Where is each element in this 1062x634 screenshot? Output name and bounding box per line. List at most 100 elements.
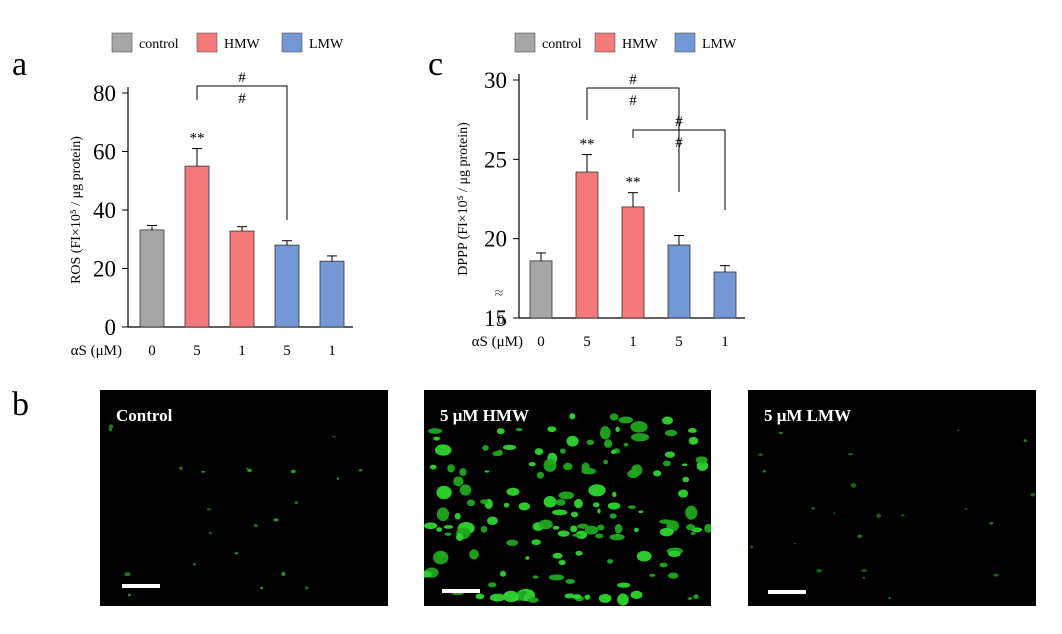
fluorescence-dot xyxy=(499,570,507,577)
scale-bar xyxy=(768,590,806,594)
fluorescence-dot xyxy=(358,469,363,472)
fluorescence-dot xyxy=(664,451,675,458)
legend-label-control: control xyxy=(139,37,179,52)
fluorescence-dot xyxy=(681,463,688,467)
fluorescence-dot xyxy=(630,421,648,433)
fluorescence-dot xyxy=(850,483,857,488)
bar-hmw-1 xyxy=(575,171,599,319)
y-tick-label: 80 xyxy=(93,81,116,106)
fluorescence-dot xyxy=(281,571,286,576)
fluorescence-dot xyxy=(623,442,629,447)
fluorescence-dot xyxy=(484,470,490,473)
fluorescence-dot xyxy=(649,573,656,577)
fluorescence-dot xyxy=(778,431,784,435)
y-tick-label: 20 xyxy=(93,257,116,282)
green-fluorescence-dots xyxy=(108,424,363,597)
fluorescence-dot xyxy=(558,559,566,566)
fluorescence-dot xyxy=(599,426,611,440)
fluorescence-dot xyxy=(592,502,600,508)
fluorescence-dot xyxy=(603,459,608,465)
x-axis-label: αS (μM) xyxy=(71,343,122,359)
fluorescence-dot xyxy=(659,527,674,537)
fluorescence-dot xyxy=(482,444,489,451)
fluorescence-dot xyxy=(630,590,643,599)
fluorescence-dot xyxy=(888,596,892,600)
micrograph-label: Control xyxy=(116,406,173,425)
fluorescence-dot xyxy=(565,579,576,585)
y-tick-label: 0 xyxy=(105,315,117,340)
fluorescence-dot xyxy=(207,508,211,511)
fluorescence-dot xyxy=(234,552,239,555)
fluorescence-dot xyxy=(563,462,573,471)
fluorescence-dot xyxy=(557,530,570,537)
fluorescence-dot xyxy=(528,462,536,467)
fluorescence-dot xyxy=(566,435,579,447)
fluorescence-dot xyxy=(294,500,298,505)
fluorescence-dot xyxy=(630,433,650,442)
fluorescence-dot xyxy=(543,496,557,508)
fluorescence-dot xyxy=(833,512,836,514)
fluorescence-dot xyxy=(609,533,625,541)
fluorescence-dot xyxy=(574,498,583,509)
fluorescence-dot xyxy=(253,524,258,528)
bar-lmw-3 xyxy=(667,244,691,319)
bar-control-0 xyxy=(529,260,553,319)
fluorescence-dot xyxy=(584,594,591,600)
fluorescence-dot xyxy=(503,502,510,508)
fluorescence-dot xyxy=(584,525,599,535)
fluorescence-dot xyxy=(454,513,461,520)
bar-hmw-1 xyxy=(184,165,210,328)
fluorescence-dot xyxy=(636,550,652,562)
fluorescence-dot xyxy=(434,444,452,456)
y-tick-label: 60 xyxy=(93,140,116,165)
fluorescence-dot xyxy=(503,590,519,603)
micrograph-label: 5 μM HMW xyxy=(440,406,529,425)
x-tick-label: 1 xyxy=(721,334,729,350)
fluorescence-dot xyxy=(572,533,581,537)
chart-a-ros: control HMW LMW 0 20 40 60 80 ROS (FI×10⁵ / μg p… xyxy=(69,32,353,359)
fluorescence-dot xyxy=(1023,439,1027,443)
fluorescence-dot xyxy=(570,525,578,533)
micrograph-control: Control xyxy=(100,390,388,606)
x-tick-label: 5 xyxy=(283,343,291,359)
fluorescence-dot xyxy=(794,543,797,545)
fluorescence-dot xyxy=(444,532,452,536)
fluorescence-dot xyxy=(260,586,264,590)
fluorescence-dot xyxy=(466,499,476,507)
fluorescence-dot xyxy=(607,502,621,510)
fluorescence-dot xyxy=(606,559,614,564)
fluorescence-dot xyxy=(704,523,711,533)
green-fluorescence-dots xyxy=(424,413,711,606)
fluorescence-dot xyxy=(688,436,699,445)
fluorescence-dot xyxy=(552,525,560,530)
fluorescence-dot xyxy=(480,499,489,504)
fluorescence-dot xyxy=(638,510,644,514)
fluorescence-dot xyxy=(488,582,497,588)
fluorescence-dot xyxy=(443,525,454,529)
fluorescence-dot xyxy=(543,458,557,472)
x-tick-label: 1 xyxy=(328,343,336,359)
fluorescence-dot xyxy=(496,428,505,435)
y-axis-label: ROS (FI×10⁵ / μg protein) xyxy=(69,136,84,284)
fluorescence-dot xyxy=(192,563,196,566)
fluorescence-dot xyxy=(662,460,671,467)
fluorescence-dot xyxy=(678,489,689,498)
micrograph-label: 5 μM LMW xyxy=(764,406,852,425)
significance-bracket xyxy=(196,85,288,220)
legend-label-hmw: HMW xyxy=(224,37,261,52)
legend-label-control: control xyxy=(542,37,582,52)
bar-hmw-2 xyxy=(621,206,645,319)
fluorescence-dot xyxy=(685,505,698,520)
fluorescence-dot xyxy=(538,519,553,530)
fluorescence-dot xyxy=(332,436,336,438)
fluorescence-dot xyxy=(687,597,693,600)
fluorescence-dot xyxy=(682,476,690,483)
fluorescence-dot xyxy=(611,449,616,455)
y-tick-label: 15 xyxy=(484,306,507,331)
fluorescence-dot xyxy=(581,462,590,474)
fluorescence-dot xyxy=(848,453,854,456)
significance-bracket xyxy=(632,129,726,210)
fluorescence-dot xyxy=(433,550,449,565)
fluorescence-dot xyxy=(424,522,438,530)
fluorescence-dot xyxy=(861,569,867,572)
